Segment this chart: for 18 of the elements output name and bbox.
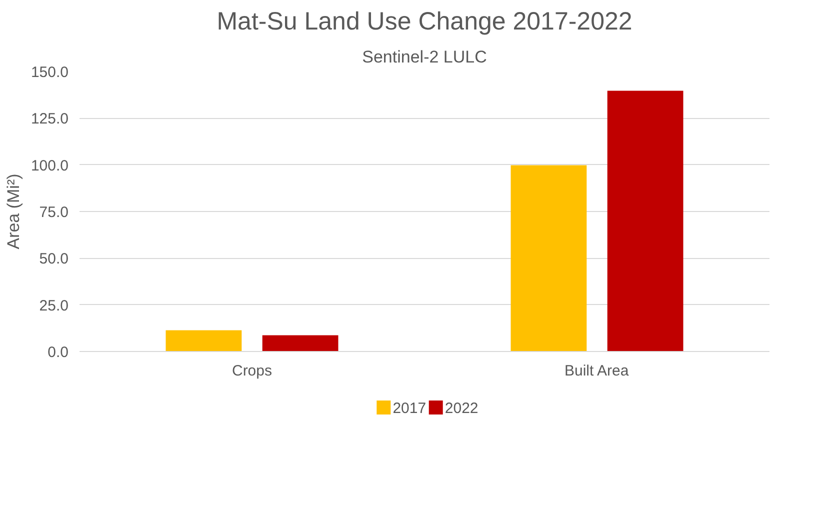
legend-label: 2017 xyxy=(392,400,426,417)
y-tick-label: 125.0 xyxy=(30,110,69,128)
y-tick-label: 100.0 xyxy=(30,157,69,174)
x-tick-label: Crops xyxy=(232,362,272,380)
y-tick-label: 25.0 xyxy=(39,297,69,314)
bar xyxy=(510,165,587,352)
bar xyxy=(262,335,338,352)
y-axis-title: Area (Mi²) xyxy=(4,174,23,250)
y-tick-label: 50.0 xyxy=(39,250,69,268)
y-tick-label: 0.0 xyxy=(48,344,69,361)
y-tick-label: 75.0 xyxy=(39,204,69,221)
chart-subtitle: Sentinel-2 LULC xyxy=(362,48,487,66)
y-tick-label: 150.0 xyxy=(30,64,69,81)
legend-label: 2022 xyxy=(444,400,478,417)
bar xyxy=(607,90,684,352)
x-tick-label: Built Area xyxy=(564,362,630,380)
bar xyxy=(166,330,242,352)
chart-title: Mat-Su Land Use Change 2017-2022 xyxy=(216,8,632,36)
